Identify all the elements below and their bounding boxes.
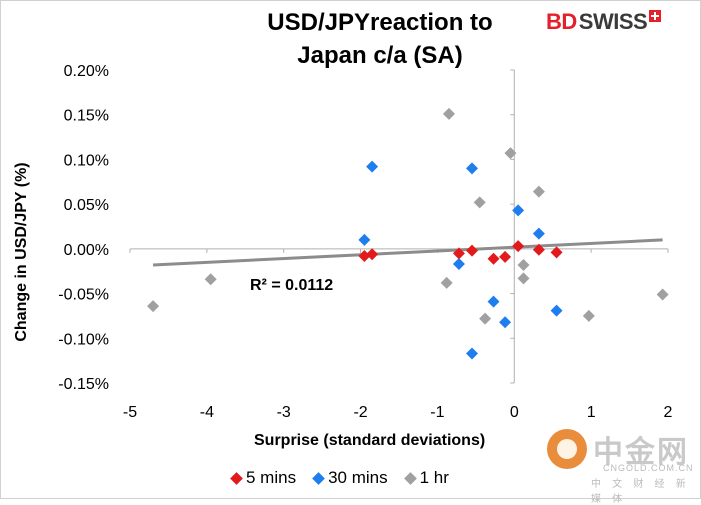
data-point-30-mins (499, 316, 512, 329)
watermark-subtitle: 中 文 财 经 新 媒 体 (591, 479, 690, 505)
x-tick-label: -2 (353, 404, 367, 421)
x-tick-label: -5 (123, 404, 137, 421)
y-tick-label: -0.05% (58, 287, 109, 304)
legend-label-5-mins: 5 mins (246, 468, 297, 487)
data-point-30-mins (466, 162, 479, 175)
data-point-1-hr (479, 312, 492, 325)
brand-logo-bd: BD (546, 9, 577, 34)
data-point-1-hr (582, 309, 595, 322)
data-point-1-hr (204, 273, 217, 286)
x-axis-label: Surprise (standard deviations) (254, 432, 486, 449)
swiss-cross-icon (649, 10, 662, 22)
data-point-1-hr (532, 185, 545, 198)
y-tick-label: 0.00% (64, 242, 109, 259)
legend: 5 mins 30 mins 1 hr (230, 468, 449, 488)
legend-marker-5-mins (230, 471, 243, 485)
data-point-5-mins (466, 244, 479, 257)
legend-label-1-hr: 1 hr (419, 468, 449, 487)
watermark-cn-text: 中金网 (593, 435, 689, 470)
data-point-30-mins (532, 227, 545, 240)
data-point-5-mins (512, 240, 525, 253)
x-tick-label: 0 (510, 404, 519, 421)
data-point-1-hr (440, 276, 453, 289)
data-point-5-mins (499, 250, 512, 263)
legend-marker-1-hr (403, 471, 417, 485)
data-point-1-hr (656, 288, 669, 301)
y-axis-label: Change in USD/JPY (%) (13, 162, 30, 342)
watermark-url: CNGOLD.COM.CN (603, 463, 694, 473)
legend-item-30-mins: 30 mins (312, 468, 388, 488)
x-tick-label: -3 (277, 404, 291, 421)
watermark: 中金网 CNGOLD.COM.CN 中 文 财 经 新 媒 体 (545, 425, 695, 505)
y-tick-label: 0.15% (64, 108, 109, 125)
axes-layer (129, 69, 669, 384)
trendline-layer (152, 238, 663, 267)
data-point-30-mins (358, 233, 371, 246)
watermark-logo-icon (547, 429, 587, 469)
brand-logo: BD SWISS (546, 9, 662, 34)
x-tick-label: -4 (200, 404, 214, 421)
data-point-5-mins (366, 248, 379, 261)
data-point-1-hr (147, 300, 160, 313)
tick-labels-layer: 0.20% 0.15% 0.10% 0.05% 0.00% -0.05% -0.10% -0.… (58, 63, 672, 421)
y-tick-label: -0.15% (58, 376, 109, 393)
legend-label-30-mins: 30 mins (328, 468, 388, 487)
data-point-30-mins (512, 204, 525, 217)
data-point-1-hr (442, 107, 455, 120)
legend-item-5-mins: 5 mins (230, 468, 297, 488)
y-tick-label: 0.10% (64, 152, 109, 169)
data-point-1-hr (517, 272, 530, 285)
y-tick-label: 0.20% (64, 63, 109, 80)
data-point-1-hr (504, 147, 517, 160)
brand-logo-swiss: SWISS (578, 9, 648, 34)
data-point-30-mins (452, 258, 465, 271)
x-tick-label: 2 (664, 404, 673, 421)
data-point-5-mins (550, 246, 563, 259)
y-tick-label: 0.05% (64, 197, 109, 214)
legend-item-1-hr: 1 hr (403, 468, 449, 488)
points-layer (147, 107, 669, 360)
data-point-5-mins (452, 247, 465, 260)
data-point-30-mins (466, 347, 479, 360)
data-point-1-hr (517, 258, 530, 271)
data-point-30-mins (487, 295, 500, 308)
x-tick-label: 1 (587, 404, 596, 421)
data-point-1-hr (473, 196, 486, 209)
legend-marker-30-mins (312, 471, 325, 485)
trendline (152, 238, 663, 267)
data-point-5-mins (532, 243, 545, 256)
data-point-5-mins (487, 252, 500, 265)
r-squared-annotation: R² = 0.0112 (250, 277, 333, 294)
y-tick-label: -0.10% (58, 331, 109, 348)
x-tick-label: -1 (430, 404, 444, 421)
chart-title: USD/JPYreaction to Japan c/a (SA) (267, 9, 493, 69)
data-point-30-mins (366, 160, 379, 173)
data-point-30-mins (550, 304, 563, 317)
